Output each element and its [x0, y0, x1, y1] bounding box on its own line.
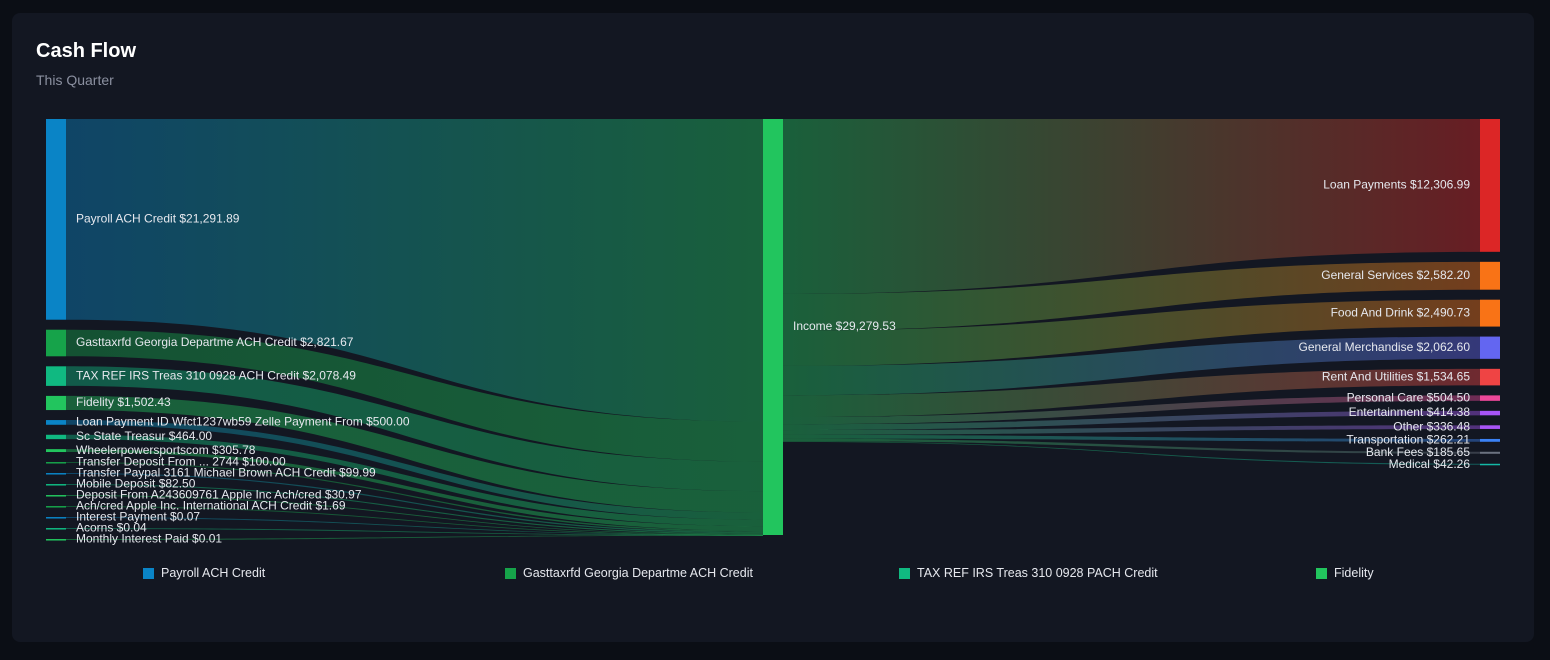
node-income[interactable] — [763, 119, 783, 535]
link-sc-state-treasur-to-income — [66, 434, 763, 527]
link-loan-payment-id-wfct1237wb59-zelle-payment-from-to-income — [66, 420, 763, 520]
node-payroll-ach-credit[interactable] — [46, 119, 66, 320]
link-deposit-from-a243609761-apple-inc-ach-cred-to-income — [66, 495, 763, 536]
legend-swatch — [143, 567, 154, 579]
legend-item[interactable]: Payroll ACH Credit — [143, 565, 265, 581]
sankey-links — [66, 119, 1480, 541]
node-acorns[interactable] — [46, 528, 66, 530]
legend-item[interactable]: Gasttaxrfd Georgia Departme ACH Credit — [505, 565, 753, 581]
node-rent-and-utilities[interactable] — [1480, 368, 1500, 386]
label-acorns: Acorns $0.04 — [76, 521, 147, 535]
label-food-and-drink: Food And Drink $2,490.73 — [1331, 305, 1471, 319]
node-gasttaxrfd-georgia-departme-ach-credit[interactable] — [46, 329, 66, 357]
link-income-to-personal-care — [783, 395, 1480, 425]
label-sc-state-treasur: Sc State Treasur $464.00 — [76, 429, 212, 443]
label-transfer-deposit-from-2744: Transfer Deposit From ... 2744 $100.00 — [76, 455, 286, 469]
link-interest-payment-to-income — [66, 517, 763, 536]
link-wheelerpowersportscom-to-income — [66, 449, 763, 531]
legend-label: Gasttaxrfd Georgia Departme ACH Credit — [523, 566, 753, 580]
link-income-to-general-merchandise — [783, 336, 1480, 396]
sankey-nodes — [46, 119, 1500, 541]
node-sc-state-treasur[interactable] — [46, 434, 66, 440]
node-medical[interactable] — [1480, 463, 1500, 466]
label-income: Income $29,279.53 — [793, 319, 896, 333]
link-income-to-other — [783, 425, 1480, 435]
label-bank-fees: Bank Fees $185.65 — [1366, 445, 1470, 459]
label-gasttaxrfd-georgia-departme-ach-credit: Gasttaxrfd Georgia Departme ACH Credit $… — [76, 335, 354, 349]
legend-item[interactable]: Fidelity — [1316, 565, 1374, 581]
link-transfer-deposit-from-2744-to-income — [66, 462, 763, 532]
label-ach-cred-apple-inc-international-ach-credit: Ach/cred Apple Inc. International ACH Cr… — [76, 499, 346, 513]
link-payroll-ach-credit-to-income — [66, 119, 763, 422]
link-income-to-entertainment — [783, 410, 1480, 431]
label-other: Other $336.48 — [1393, 419, 1470, 433]
node-transfer-paypal-3161-michael-brown-ach-credit[interactable] — [46, 473, 66, 475]
link-monthly-interest-paid-to-income — [66, 534, 763, 541]
legend-label: TAX REF IRS Treas 310 0928 PACH Credit — [917, 566, 1158, 580]
node-bank-fees[interactable] — [1480, 451, 1500, 454]
link-income-to-medical — [783, 441, 1480, 465]
legend-swatch — [505, 567, 516, 579]
link-income-to-loan-payments — [783, 119, 1480, 294]
link-gasttaxrfd-georgia-departme-ach-credit-to-income — [66, 329, 763, 462]
link-tax-ref-irs-treas-310-0928-ach-credit-to-income — [66, 366, 763, 492]
link-income-to-food-and-drink — [783, 299, 1480, 366]
link-income-to-bank-fees — [783, 438, 1480, 454]
label-rent-and-utilities: Rent And Utilities $1,534.65 — [1322, 369, 1470, 383]
legend-swatch — [1316, 567, 1327, 579]
node-transfer-deposit-from-2744[interactable] — [46, 462, 66, 464]
label-general-merchandise: General Merchandise $2,062.60 — [1299, 340, 1471, 354]
node-deposit-from-a243609761-apple-inc-ach-cred[interactable] — [46, 495, 66, 497]
node-loan-payments[interactable] — [1480, 119, 1500, 252]
node-general-services[interactable] — [1480, 261, 1500, 290]
label-fidelity: Fidelity $1,502.43 — [76, 395, 171, 409]
node-fidelity[interactable] — [46, 395, 66, 411]
label-entertainment: Entertainment $414.38 — [1349, 405, 1471, 419]
node-mobile-deposit[interactable] — [46, 484, 66, 486]
sankey-labels: Payroll ACH Credit $21,291.89 Gasttaxrfd … — [76, 178, 1470, 546]
link-fidelity-to-income — [66, 395, 763, 513]
node-loan-payment-id-wfct1237wb59-zelle-payment-from[interactable] — [46, 420, 66, 425]
node-general-merchandise[interactable] — [1480, 336, 1500, 359]
chart-legend: Payroll ACH Credit Gasttaxrfd Georgia Dep… — [0, 565, 1550, 585]
legend-label: Fidelity — [1334, 566, 1374, 580]
label-interest-payment: Interest Payment $0.07 — [76, 510, 200, 524]
link-transfer-paypal-3161-michael-brown-ach-credit-to-income — [66, 473, 763, 534]
label-transportation: Transportation $262.21 — [1346, 433, 1470, 447]
link-income-to-transportation — [783, 434, 1480, 442]
node-ach-cred-apple-inc-international-ach-credit[interactable] — [46, 506, 66, 508]
label-loan-payment-id-wfct1237wb59-zelle-payment-from: Loan Payment ID Wfct1237wb59 Zelle Payme… — [76, 415, 410, 429]
link-income-to-general-services — [783, 261, 1480, 331]
label-deposit-from-a243609761-apple-inc-ach-cred: Deposit From A243609761 Apple Inc Ach/cr… — [76, 488, 362, 502]
node-food-and-drink[interactable] — [1480, 299, 1500, 327]
label-loan-payments: Loan Payments $12,306.99 — [1323, 178, 1470, 192]
legend-item[interactable]: TAX REF IRS Treas 310 0928 PACH Credit — [899, 565, 1158, 581]
label-payroll-ach-credit: Payroll ACH Credit $21,291.89 — [76, 212, 240, 226]
node-transportation[interactable] — [1480, 438, 1500, 442]
label-monthly-interest-paid: Monthly Interest Paid $0.01 — [76, 532, 222, 546]
node-wheelerpowersportscom[interactable] — [46, 449, 66, 453]
node-monthly-interest-paid[interactable] — [46, 539, 66, 541]
legend-label: Payroll ACH Credit — [161, 566, 266, 580]
label-medical: Medical $42.26 — [1389, 457, 1471, 471]
label-transfer-paypal-3161-michael-brown-ach-credit: Transfer Paypal 3161 Michael Brown ACH C… — [76, 466, 376, 480]
page-subtitle: This Quarter — [36, 72, 114, 88]
label-personal-care: Personal Care $504.50 — [1347, 390, 1471, 404]
label-wheelerpowersportscom: Wheelerpowersportscom $305.78 — [76, 443, 256, 457]
legend-swatch — [899, 567, 910, 579]
label-tax-ref-irs-treas-310-0928-ach-credit: TAX REF IRS Treas 310 0928 ACH Credit $2… — [76, 368, 356, 382]
page-title: Cash Flow — [36, 40, 137, 62]
node-personal-care[interactable] — [1480, 395, 1500, 401]
link-income-to-rent-and-utilities — [783, 368, 1480, 418]
link-acorns-to-income — [66, 528, 763, 536]
node-interest-payment[interactable] — [46, 517, 66, 519]
node-entertainment[interactable] — [1480, 410, 1500, 416]
link-ach-cred-apple-inc-international-ach-credit-to-income — [66, 506, 763, 536]
link-mobile-deposit-to-income — [66, 484, 763, 535]
label-mobile-deposit: Mobile Deposit $82.50 — [76, 477, 196, 491]
node-other[interactable] — [1480, 425, 1500, 429]
label-general-services: General Services $2,582.20 — [1321, 268, 1470, 282]
node-tax-ref-irs-treas-310-0928-ach-credit[interactable] — [46, 366, 66, 386]
